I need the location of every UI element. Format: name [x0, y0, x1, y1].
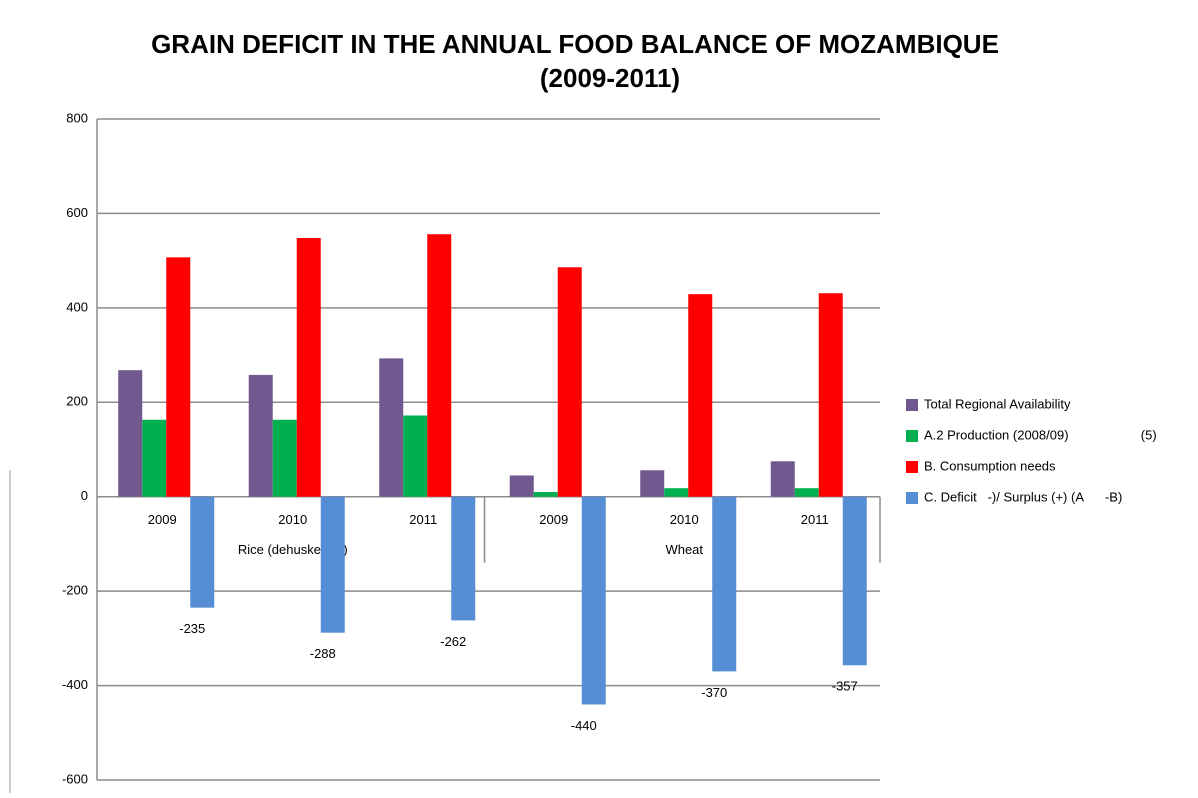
y-tick-label: 200	[66, 394, 88, 409]
data-label: -235	[179, 621, 205, 636]
y-tick-label: -600	[62, 771, 88, 786]
bar	[248, 374, 273, 497]
data-label: -288	[310, 646, 336, 661]
y-tick-label: -400	[62, 677, 88, 692]
bar	[581, 496, 606, 705]
bar	[818, 293, 843, 497]
legend-label: C. Deficit -)/ Surplus (+) (A -B)	[924, 489, 1122, 504]
y-tick-label: 400	[66, 299, 88, 314]
x-tick-label: 2010	[670, 512, 699, 527]
chart-title: GRAIN DEFICIT IN THE ANNUAL FOOD BALANCE…	[151, 29, 999, 59]
x-tick-label: 2011	[801, 512, 829, 527]
bar	[712, 496, 737, 672]
chart-title: (2009-2011)	[540, 63, 680, 93]
x-tick-label: 2011	[409, 512, 437, 527]
bar	[842, 496, 867, 666]
bar	[320, 496, 345, 633]
bar	[403, 415, 428, 497]
bar	[640, 470, 665, 497]
bar	[166, 257, 191, 497]
group-label: Wheat	[665, 542, 703, 557]
legend-label: A.2 Production (2008/09) (5)	[924, 427, 1157, 442]
group-label: Rice (dehusked (1)	[238, 542, 348, 557]
data-label: -370	[701, 685, 727, 700]
legend-swatch	[906, 399, 918, 411]
bar	[190, 496, 215, 608]
bar	[142, 419, 167, 497]
bar	[427, 234, 452, 497]
bar	[118, 370, 143, 497]
legend-swatch	[906, 461, 918, 473]
legend-label: B. Consumption needs	[924, 458, 1056, 473]
x-tick-label: 2009	[148, 512, 177, 527]
y-tick-label: -200	[62, 583, 88, 598]
bar	[533, 491, 558, 497]
legend-swatch	[906, 430, 918, 442]
data-label: -262	[440, 634, 466, 649]
bar	[509, 475, 534, 497]
bar	[794, 488, 819, 497]
bar	[770, 461, 795, 497]
legend-swatch	[906, 492, 918, 504]
bar	[664, 488, 689, 497]
bar	[557, 267, 582, 497]
bar	[379, 358, 404, 497]
bar	[296, 237, 321, 497]
data-label: -357	[832, 679, 858, 694]
x-tick-label: 2010	[278, 512, 307, 527]
y-tick-label: 800	[66, 110, 88, 125]
bar	[451, 496, 476, 621]
bar	[688, 294, 713, 497]
y-tick-label: 600	[66, 205, 88, 220]
legend-label: Total Regional Availability	[924, 396, 1071, 411]
data-label: -440	[571, 718, 597, 733]
bar	[272, 419, 297, 497]
y-tick-label: 0	[81, 488, 88, 503]
x-tick-label: 2009	[539, 512, 568, 527]
